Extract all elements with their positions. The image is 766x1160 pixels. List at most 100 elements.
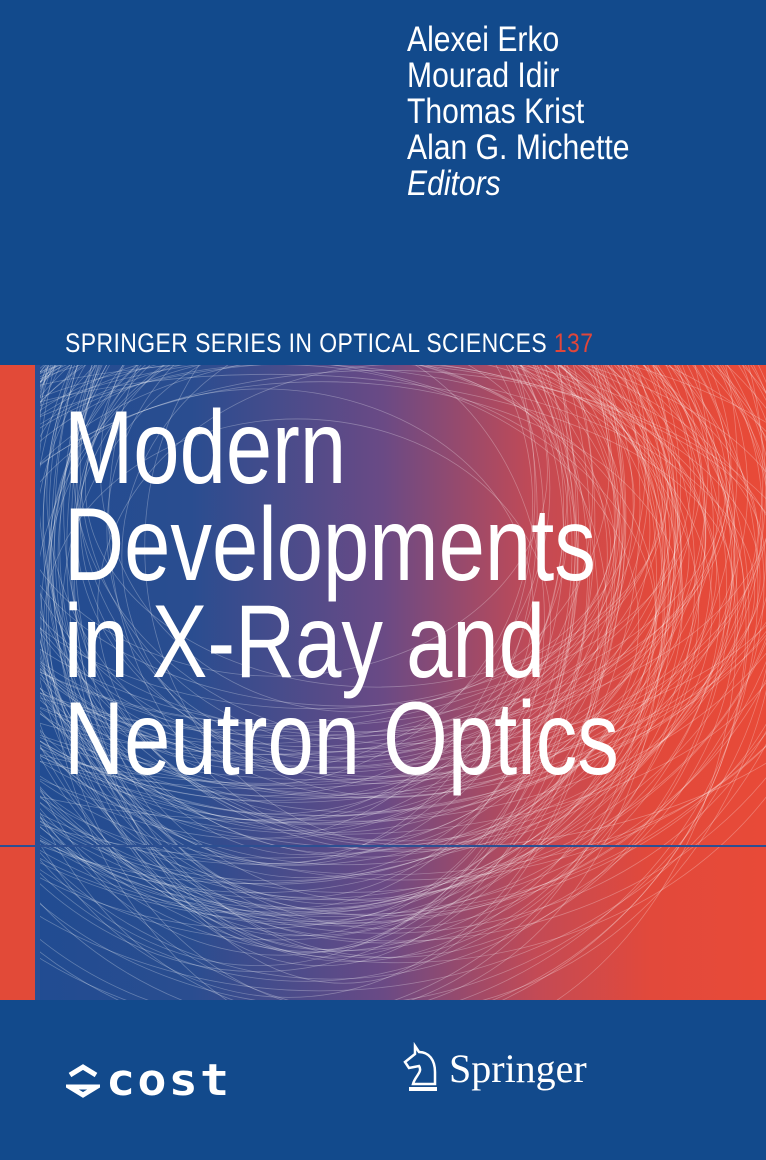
pattern-curve [0, 365, 658, 731]
pattern-curve [0, 365, 634, 840]
title-line: in X-Ray and [64, 584, 545, 700]
pattern-curve [0, 365, 682, 929]
pattern-curve [144, 365, 663, 845]
pattern-curve [0, 365, 533, 786]
pattern-curve [0, 365, 709, 885]
pattern-curve [0, 365, 707, 913]
pattern-curve [0, 388, 534, 824]
cover-artwork [0, 365, 766, 1000]
editor-name: Alan G. Michette [407, 128, 630, 167]
pattern-curve [0, 365, 707, 755]
pattern-curve [121, 365, 665, 798]
pattern-curve [0, 365, 766, 901]
pattern-curve [0, 365, 736, 824]
pattern-curve [0, 365, 738, 915]
pattern-curve [40, 365, 545, 909]
pattern-curve [57, 365, 621, 854]
pattern-curve [0, 365, 663, 710]
series-name: SPRINGER SERIES IN OPTICAL SCIENCES [65, 328, 548, 358]
pattern-curve [0, 365, 766, 893]
pattern-curve [59, 365, 675, 902]
pattern-curve [42, 365, 735, 930]
pattern-curve [0, 365, 569, 797]
pattern-curve [0, 365, 623, 801]
pattern-curve [0, 365, 544, 821]
pattern-curve [0, 365, 682, 803]
pattern-curve [0, 365, 766, 924]
pattern-curve [0, 365, 766, 770]
pattern-curve [79, 365, 646, 749]
pattern-curve [0, 365, 766, 924]
springer-logo-text: Springer [449, 1045, 587, 1091]
pattern-curve [0, 621, 766, 817]
pattern-curve [0, 365, 635, 724]
pattern-curve [106, 365, 651, 784]
pattern-curve [46, 365, 738, 1000]
pattern-curve [63, 365, 564, 824]
pattern-curve [0, 365, 696, 768]
pattern-curve [0, 365, 717, 795]
pattern-curve [46, 365, 720, 799]
pattern-curve [0, 365, 706, 953]
springer-logo: Springer [403, 1042, 587, 1094]
cost-logo: cost [66, 1055, 229, 1106]
pattern-curve [0, 365, 536, 839]
pattern-curve [0, 365, 596, 966]
pattern-curve [0, 365, 729, 737]
cover-top: Alexei Erko Mourad Idir Thomas Krist Ala… [0, 0, 766, 365]
title-line: Neutron Optics [64, 681, 619, 797]
pattern-curve [0, 365, 721, 923]
pattern-curve [0, 365, 699, 910]
pattern-curve [0, 365, 766, 835]
cost-logo-text: cost [106, 1055, 232, 1106]
pattern-curve [0, 365, 588, 956]
pattern-curve [0, 365, 766, 964]
title-line: Developments [64, 487, 596, 603]
knight-horse-icon [403, 1042, 437, 1091]
pattern-curve [0, 365, 766, 733]
pattern-curve [0, 365, 626, 972]
editors-list: Alexei Erko Mourad Idir Thomas Krist Ala… [407, 22, 630, 202]
pattern-curve [66, 365, 576, 950]
pattern-curve [0, 365, 766, 934]
pattern-curve [79, 365, 705, 782]
pattern-curve [71, 365, 617, 984]
red-strip [0, 365, 35, 1000]
pattern-curve [0, 365, 766, 992]
pattern-curve [72, 365, 732, 745]
editors-role: Editors [407, 164, 501, 203]
pattern-curve [0, 365, 615, 745]
pattern-curve [0, 365, 755, 820]
pattern-curve [0, 365, 766, 781]
pattern-curve [0, 365, 612, 756]
pattern-curve [0, 365, 671, 941]
pattern-curve [42, 365, 763, 842]
pattern-curve [49, 365, 608, 817]
pattern-curve [0, 365, 551, 771]
pattern-curve [0, 365, 766, 942]
pattern-curve [0, 365, 759, 784]
pattern-curve [0, 365, 669, 1000]
pattern-curve [43, 418, 552, 832]
pattern-curve [0, 365, 766, 798]
pattern-curve [0, 365, 745, 859]
pattern-curve [0, 381, 683, 826]
pattern-curve [0, 365, 750, 1000]
pattern-curve [0, 703, 766, 881]
pattern-curve [0, 365, 670, 774]
line-pattern-graphic [0, 365, 766, 1000]
pattern-curve [54, 365, 615, 958]
pattern-curve [74, 365, 676, 959]
pattern-curve [0, 365, 690, 786]
title-line: Modern [64, 390, 347, 506]
pattern-curve [0, 365, 593, 815]
pattern-curve [0, 365, 625, 762]
pattern-curve [85, 365, 668, 688]
divider-line [0, 845, 766, 847]
pattern-curve [0, 365, 766, 753]
pattern-curve [0, 365, 764, 916]
pattern-curve [0, 365, 657, 1000]
pattern-curve [0, 365, 666, 926]
pattern-curve [0, 365, 657, 884]
pattern-curve [0, 365, 696, 982]
